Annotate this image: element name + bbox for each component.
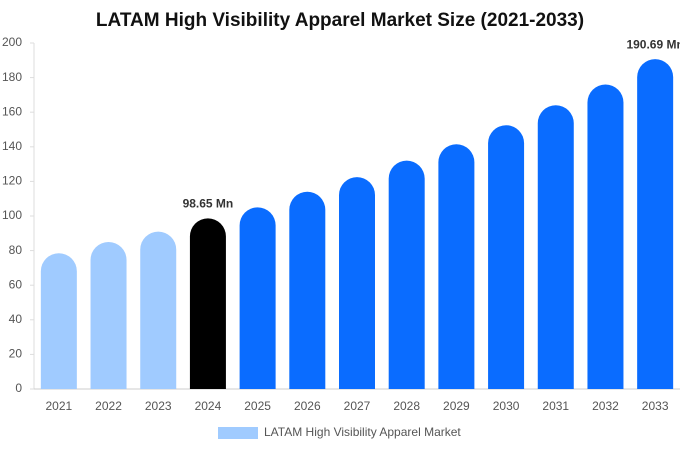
legend-swatch: [218, 427, 258, 439]
value-label: 98.65 Mn: [183, 197, 234, 211]
x-tick-label: 2032: [592, 399, 619, 413]
y-tick-label: 0: [15, 381, 22, 395]
bar: [637, 59, 674, 390]
y-tick-label: 100: [2, 208, 22, 222]
y-tick-label: 200: [2, 35, 22, 49]
bar: [587, 84, 624, 390]
x-tick-label: 2026: [294, 399, 321, 413]
bar: [438, 144, 475, 389]
value-label: 190.69 Mn: [626, 37, 680, 51]
bar: [90, 241, 127, 389]
bar: [289, 191, 326, 389]
bar: [388, 160, 425, 389]
y-tick-label: 40: [9, 312, 23, 326]
x-tick-label: 2023: [145, 399, 172, 413]
bar: [189, 218, 226, 389]
x-tick-label: 2025: [244, 399, 271, 413]
chart-title: LATAM High Visibility Apparel Market Siz…: [96, 10, 584, 31]
x-tick-label: 2031: [542, 399, 569, 413]
x-tick-label: 2021: [45, 399, 72, 413]
y-tick-label: 160: [2, 104, 22, 118]
bar: [537, 105, 574, 389]
y-tick-label: 60: [9, 277, 23, 291]
y-tick-label: 140: [2, 139, 22, 153]
x-tick-label: 2022: [95, 399, 122, 413]
bar: [140, 231, 177, 389]
bar: [488, 125, 525, 389]
x-tick-label: 2033: [642, 399, 669, 413]
bar: [339, 177, 375, 389]
legend-label: LATAM High Visibility Apparel Market: [264, 425, 461, 439]
x-tick-label: 2028: [393, 399, 420, 413]
y-tick-label: 20: [9, 347, 23, 361]
y-tick-label: 120: [2, 174, 22, 188]
bar: [239, 207, 276, 389]
y-tick-label: 180: [2, 70, 22, 84]
y-tick-label: 80: [9, 243, 23, 257]
x-tick-label: 2027: [344, 399, 371, 413]
x-tick-label: 2024: [195, 399, 222, 413]
bar: [40, 253, 77, 389]
x-tick-label: 2030: [493, 399, 520, 413]
x-tick-label: 2029: [443, 399, 470, 413]
